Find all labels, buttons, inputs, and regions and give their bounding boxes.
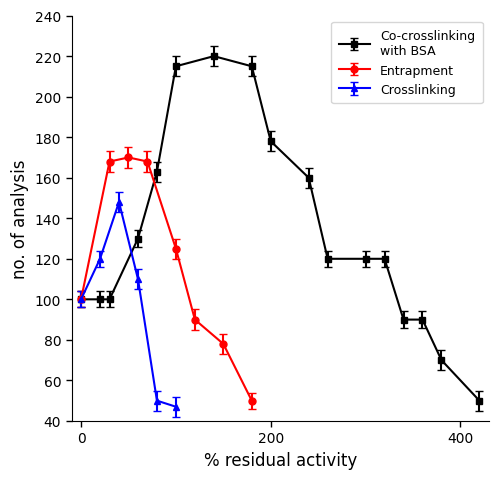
X-axis label: % residual activity: % residual activity <box>204 451 357 469</box>
Legend: Co-crosslinking
with BSA, Entrapment, Crosslinking: Co-crosslinking with BSA, Entrapment, Cr… <box>332 23 482 104</box>
Y-axis label: no. of analysis: no. of analysis <box>11 159 29 278</box>
